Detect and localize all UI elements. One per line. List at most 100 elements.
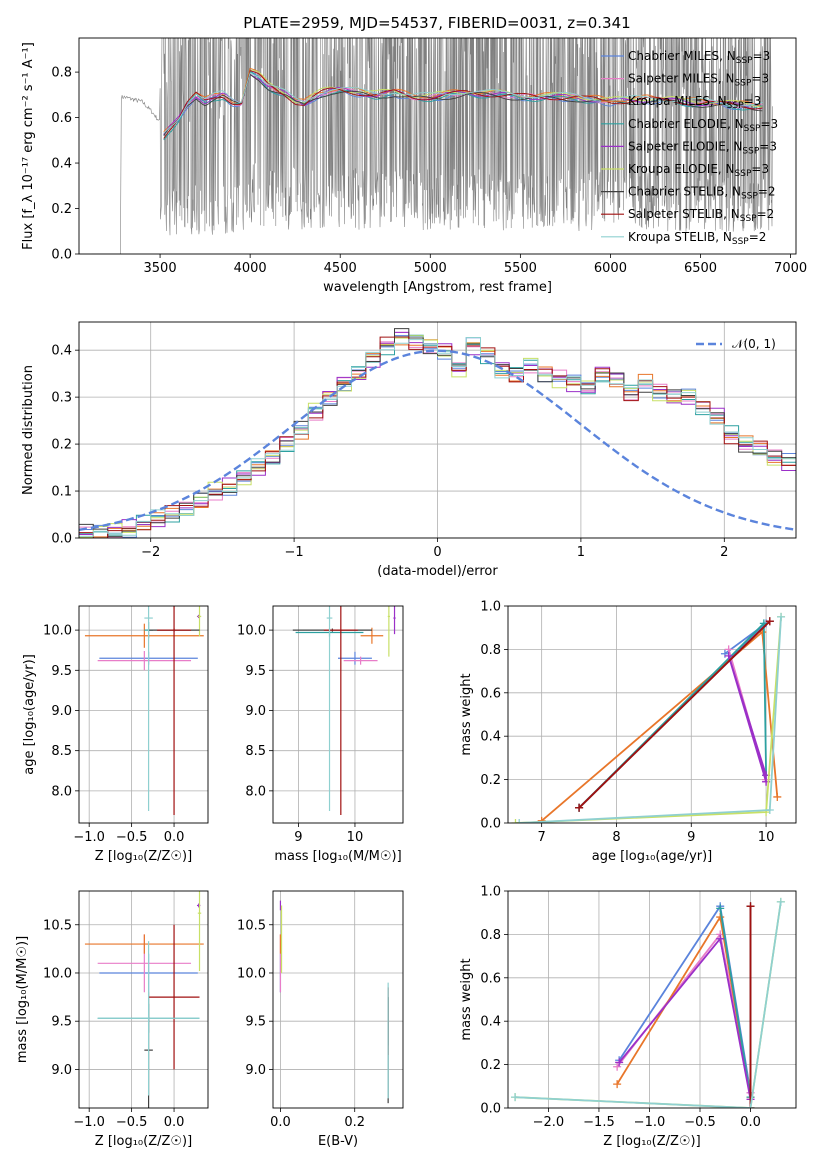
panel-mass-vs-EBV: 0.0 0.2 9.0 9.5 10.0 10.5 E(B-V) xyxy=(237,890,404,1149)
axes-frame xyxy=(272,605,404,824)
x-axis-label: Z [log₁₀(Z/Z☉)] xyxy=(95,849,192,864)
x-tick-label: 9 xyxy=(687,830,695,845)
x-tick-label: 4000 xyxy=(234,261,267,276)
weight-marker xyxy=(776,897,785,906)
weight-marker xyxy=(615,1058,624,1067)
x-tick-label: −1.0 xyxy=(634,1115,666,1130)
plot-area xyxy=(79,891,208,1108)
plot-area xyxy=(79,606,208,823)
observed-spectrum-line xyxy=(91,38,773,254)
y-tick-label: 0.4 xyxy=(51,344,72,359)
y-tick-label: 10.0 xyxy=(237,624,266,639)
x-axis-label: mass [log₁₀(M/M☉)] xyxy=(274,849,401,864)
weight-series-kroupa-elodie xyxy=(511,897,785,1108)
x-tick-label: −0.5 xyxy=(684,1115,716,1130)
x-tick-label: 8 xyxy=(612,830,620,845)
weight-marker xyxy=(716,934,725,943)
x-axis-label: E(B-V) xyxy=(318,1134,358,1149)
x-tick-label: 0.0 xyxy=(164,830,185,845)
errorbar-point-kroupa-miles xyxy=(84,934,204,954)
y-axis-label: Normed distribution xyxy=(21,365,36,495)
y-tick-label: 8.5 xyxy=(245,744,266,759)
x-tick-label: 0.0 xyxy=(740,1115,761,1130)
weight-marker xyxy=(724,651,733,660)
legend-entry-salpeter-elodie: Salpeter ELODIE, NSSP=3 xyxy=(628,139,777,156)
weight-line xyxy=(618,936,752,1100)
weight-marker xyxy=(613,1080,622,1089)
weight-line xyxy=(719,908,752,1098)
axes-frame xyxy=(272,890,404,1109)
model-line-chabrier-stelib xyxy=(163,73,763,136)
plot-area xyxy=(508,891,796,1108)
x-tick-label: −2 xyxy=(141,545,160,560)
y-tick-label: 0.0 xyxy=(51,532,72,547)
x-tick-label: 5000 xyxy=(414,261,447,276)
y-tick-label: 9.0 xyxy=(51,1063,72,1078)
y-tick-label: 0.0 xyxy=(480,1102,501,1117)
legend-entry-kroupa-stelib: Kroupa STELIB, NSSP=2 xyxy=(628,230,766,247)
weight-marker xyxy=(773,792,782,801)
axes-frame xyxy=(78,37,797,255)
errorbar-point-salpeter-miles xyxy=(343,656,378,665)
weight-marker xyxy=(511,819,520,823)
panel-mass-vs-Z: −1.0 −0.5 0.0 9.0 9.5 10.0 10.5 Z [log₁₀(Z/Z☉)]… xyxy=(15,890,209,1149)
y-tick-label: 8.0 xyxy=(51,784,72,799)
errorbar-point-kroupa-stelib xyxy=(144,606,153,811)
y-tick-label: 0.6 xyxy=(51,111,72,126)
errorbar-point-salpeter-stelib xyxy=(148,924,200,1070)
errorbar-point-salpeter-elodie xyxy=(393,606,396,635)
legend-entry-salpeter-stelib: Salpeter STELIB, NSSP=2 xyxy=(628,207,774,224)
weight-series-kroupa-stelib xyxy=(511,897,785,1108)
y-tick-label: 1.0 xyxy=(480,600,501,615)
axes-frame xyxy=(78,890,209,1109)
weight-line xyxy=(578,620,771,809)
weight-marker xyxy=(746,902,755,911)
weight-marker xyxy=(765,617,774,626)
legend-entry-kroupa-elodie: Kroupa ELODIE, NSSP=3 xyxy=(628,162,769,179)
y-tick-label: 9.5 xyxy=(245,664,266,679)
x-tick-label: 0.0 xyxy=(270,1115,291,1130)
legend-entry-chabrier-miles: Chabrier MILES, NSSP=3 xyxy=(628,49,770,66)
histogram-kroupa-miles xyxy=(79,339,796,538)
y-tick-label: 1.0 xyxy=(480,885,501,900)
y-tick-label: 0.2 xyxy=(51,438,72,453)
x-tick-label: −1 xyxy=(285,545,304,560)
x-tick-label: 1 xyxy=(577,545,585,560)
errorbar-point-kroupa-elodie xyxy=(197,891,202,972)
y-tick-label: 0.8 xyxy=(480,643,501,658)
weight-series-salpeter-miles xyxy=(613,930,755,1097)
weight-marker xyxy=(575,803,584,812)
x-tick-label: 6000 xyxy=(594,261,627,276)
y-tick-label: 8.0 xyxy=(245,784,266,799)
histogram-chabrier-elodie xyxy=(79,334,796,536)
y-tick-label: 9.0 xyxy=(51,704,72,719)
panel-weight-vs-Z: −2.0 −1.5 −1.0 −0.5 0.0 0.0 0.2 0.4 0.6 0.8 1.0 Z [… xyxy=(459,885,797,1149)
legend-entry-chabrier-elodie: Chabrier ELODIE, NSSP=3 xyxy=(628,117,778,134)
weight-line xyxy=(616,932,752,1093)
x-tick-label: 5500 xyxy=(504,261,537,276)
weight-line xyxy=(727,655,767,783)
y-axis-label: mass weight xyxy=(459,673,474,755)
gaussian-reference-line xyxy=(79,349,796,531)
weight-marker xyxy=(716,913,725,922)
x-tick-label: 0.0 xyxy=(164,1115,185,1130)
weight-marker xyxy=(716,904,725,913)
x-tick-label: 0.2 xyxy=(344,1115,365,1130)
panel-spectrum: 3500 4000 4500 5000 5500 6000 6500 7000 0.0 0.2 0.… xyxy=(21,37,807,295)
axes-frame xyxy=(78,605,209,824)
x-tick-label: 7000 xyxy=(774,261,807,276)
y-axis-label: mass weight xyxy=(459,958,474,1040)
model-line-salpeter-stelib xyxy=(163,70,763,139)
x-tick-label: −1.0 xyxy=(73,830,105,845)
y-tick-label: 9.0 xyxy=(245,704,266,719)
weight-marker xyxy=(765,805,774,814)
y-tick-label: 0.8 xyxy=(480,928,501,943)
y-axis-label: mass [log₁₀(M/M☉)] xyxy=(15,936,30,1063)
y-tick-label: 10.0 xyxy=(237,966,266,981)
x-tick-label: −2.0 xyxy=(533,1115,565,1130)
x-tick-label: 3500 xyxy=(144,261,177,276)
axes-frame xyxy=(507,890,797,1109)
x-axis-label: Z [log₁₀(Z/Z☉)] xyxy=(95,1134,192,1149)
weight-series-salpeter-elodie xyxy=(724,651,771,786)
